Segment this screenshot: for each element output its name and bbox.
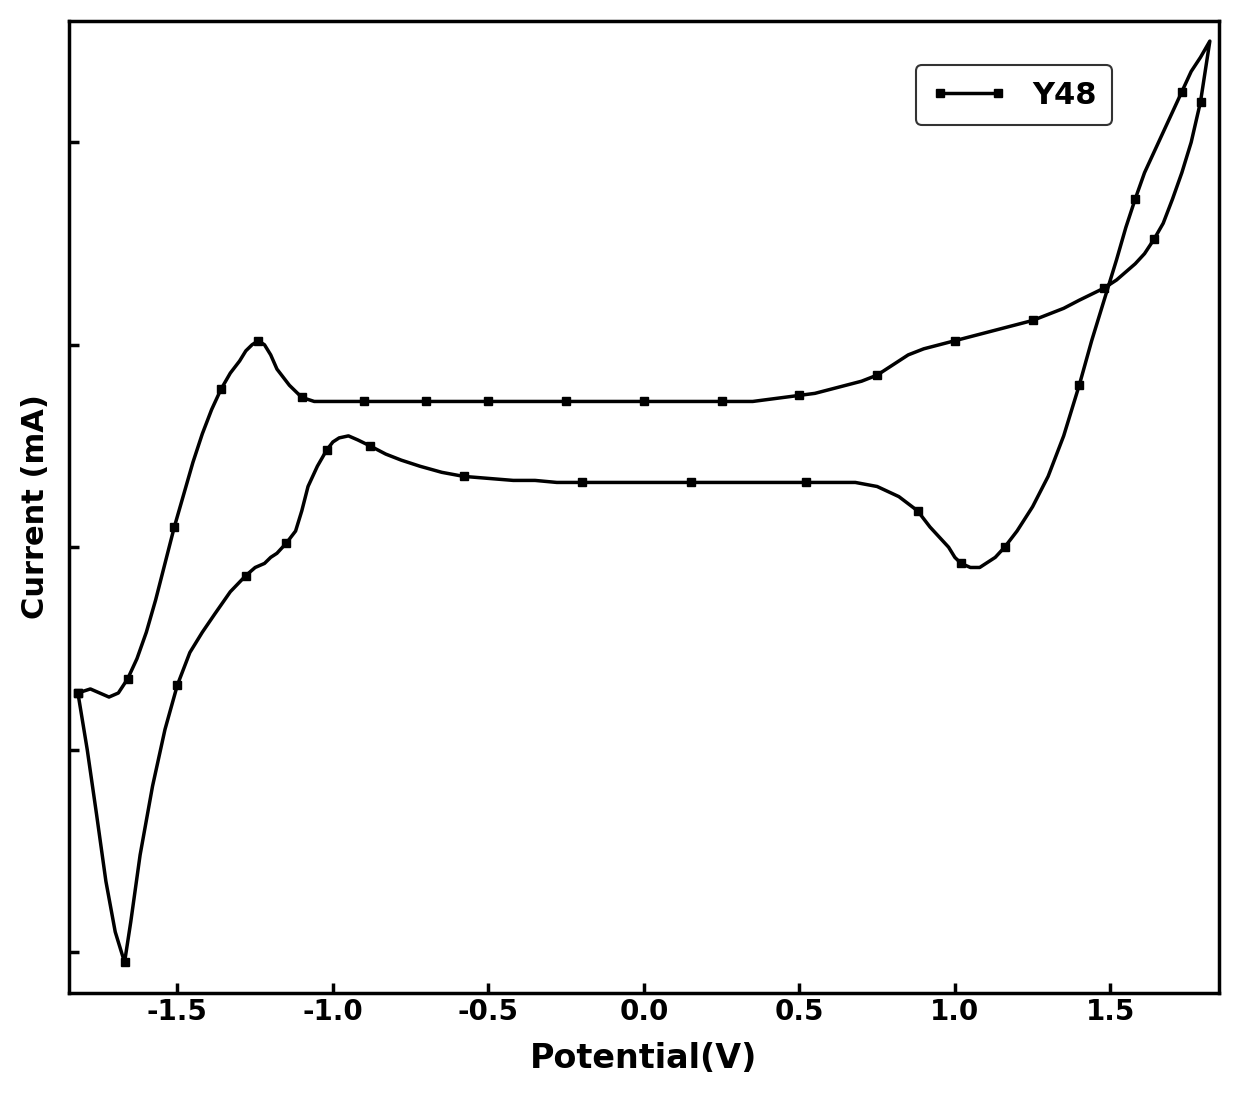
Line: Y48: Y48 xyxy=(73,37,1214,967)
Y48 xyxy=(1203,34,1218,47)
Y48 xyxy=(157,723,172,737)
Y-axis label: Current (mA): Current (mA) xyxy=(21,395,50,619)
Y48 xyxy=(71,686,86,699)
Y48 xyxy=(71,686,86,699)
Y48 xyxy=(363,439,378,453)
Y48 xyxy=(117,956,131,969)
Y48 xyxy=(1009,318,1024,331)
Y48 xyxy=(167,521,182,534)
Y48 xyxy=(248,561,263,574)
X-axis label: Potential(V): Potential(V) xyxy=(531,1042,758,1075)
Legend: Y48: Y48 xyxy=(916,66,1112,125)
Y48 xyxy=(947,551,962,564)
